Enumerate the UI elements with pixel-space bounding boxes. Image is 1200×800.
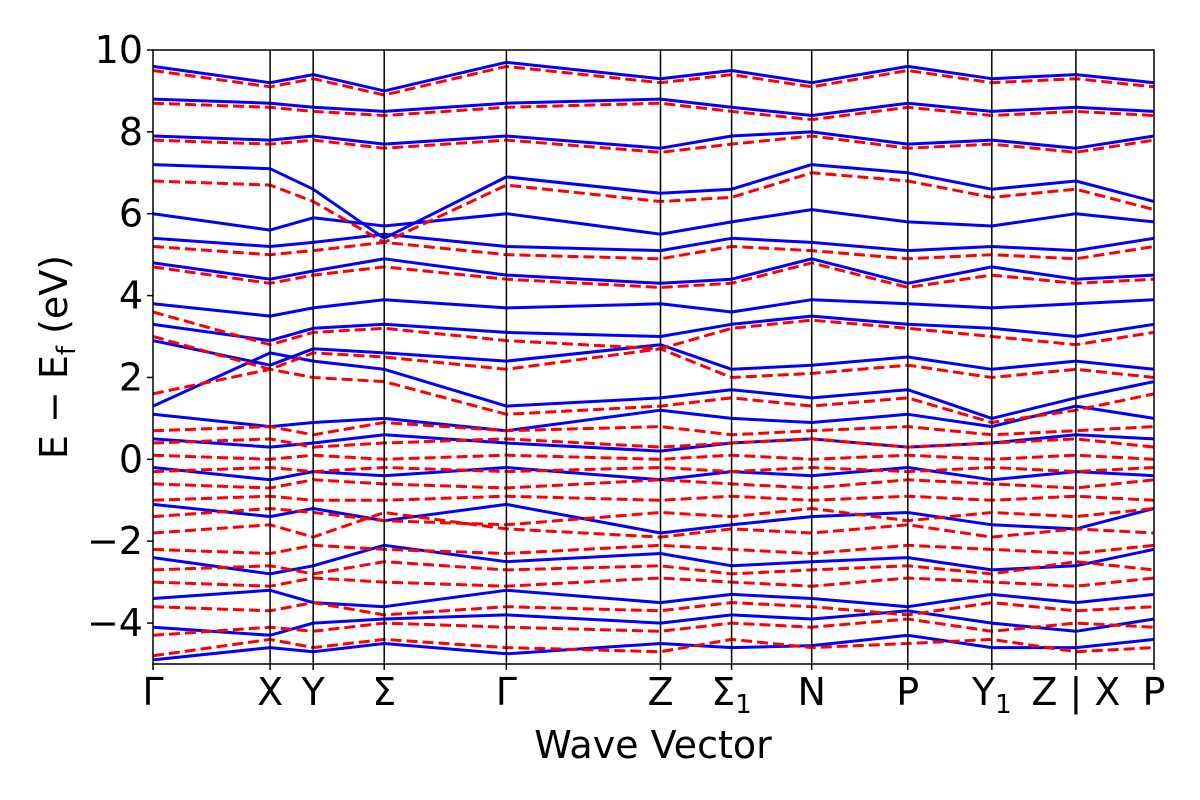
y-axis-title-unit: (eV)	[32, 255, 76, 346]
y-axis-ticks: −4 −2 0 2 4 6 8 10	[87, 28, 153, 645]
band-line-11	[153, 298, 1154, 318]
y-axis-title-sub: f	[52, 345, 82, 355]
symmetry-label-10: Z | X	[1031, 670, 1120, 715]
band-line-28	[153, 478, 1154, 490]
y-axis-title: E − Ef (eV)	[32, 255, 82, 459]
band-line-27	[153, 494, 1154, 502]
y-tick-label-7: 10	[95, 28, 143, 72]
band-line-24	[153, 543, 1154, 555]
y-tick-label-4: 4	[119, 274, 143, 318]
band-line-30	[153, 453, 1154, 461]
band-line-37	[153, 240, 1154, 261]
symmetry-label-4: Γ	[496, 670, 517, 714]
x-axis-title: Wave Vector	[534, 723, 772, 767]
band-line-18	[153, 60, 1154, 93]
band-line-25	[153, 511, 1154, 539]
band-line-15	[153, 163, 1154, 240]
symmetry-label-7: N	[797, 670, 825, 714]
band-line-9	[153, 339, 1154, 371]
x-axis-symmetry-labels: Γ X Y Σ Γ Z Σ1 N P Y1 Z | X P	[142, 664, 1165, 720]
band-line-38	[153, 171, 1154, 244]
band-line-20	[153, 617, 1154, 637]
band-line-21	[153, 601, 1154, 617]
band-line-16	[153, 130, 1154, 150]
band-line-12	[153, 257, 1154, 285]
band-line-4	[153, 502, 1154, 535]
band-line-0	[153, 633, 1154, 662]
band-line-17	[153, 97, 1154, 117]
symmetry-label-2: Y	[301, 670, 326, 714]
y-axis-title-main: E − E	[32, 355, 76, 459]
band-line-41	[153, 64, 1154, 97]
band-line-34	[153, 335, 1154, 379]
y-tick-label-5: 6	[119, 192, 143, 236]
y-tick-label-0: −4	[87, 601, 143, 645]
band-line-31	[153, 437, 1154, 449]
band-line-7	[153, 404, 1154, 433]
symmetry-label-11: P	[1143, 670, 1166, 714]
symmetry-label-3: Σ	[372, 670, 396, 714]
y-tick-label-2: 0	[119, 437, 143, 481]
band-line-13	[153, 232, 1154, 253]
band-line-2	[153, 588, 1154, 609]
symmetry-label-0: Γ	[142, 670, 163, 714]
band-line-32	[153, 421, 1154, 437]
band-line-5	[153, 466, 1154, 482]
band-line-3	[153, 543, 1154, 576]
band-line-14	[153, 208, 1154, 236]
band-line-39	[153, 134, 1154, 154]
high-symmetry-lines	[269, 50, 1077, 664]
y-tick-label-3: 2	[119, 355, 143, 399]
band-line-1	[153, 609, 1154, 637]
symmetry-label-8: P	[896, 670, 919, 714]
band-line-8	[153, 351, 1154, 420]
symmetry-label-1: X	[257, 670, 283, 714]
symmetry-label-6: Σ1	[711, 670, 752, 720]
band-line-33	[153, 367, 1154, 424]
y-tick-label-1: −2	[87, 519, 143, 563]
symmetry-label-9: Y1	[971, 670, 1012, 720]
symmetry-label-5: Z	[647, 670, 673, 714]
plot-frame	[152, 49, 1155, 665]
band-line-22	[153, 576, 1154, 588]
band-line-29	[153, 466, 1154, 474]
y-tick-label-6: 8	[119, 110, 143, 154]
band-line-26	[153, 507, 1154, 527]
band-line-40	[153, 101, 1154, 122]
band-lines	[153, 60, 1154, 662]
band-line-10	[153, 314, 1154, 343]
band-line-36	[153, 261, 1154, 289]
band-line-19	[153, 637, 1154, 658]
band-line-23	[153, 560, 1154, 576]
band-line-35	[153, 310, 1154, 351]
